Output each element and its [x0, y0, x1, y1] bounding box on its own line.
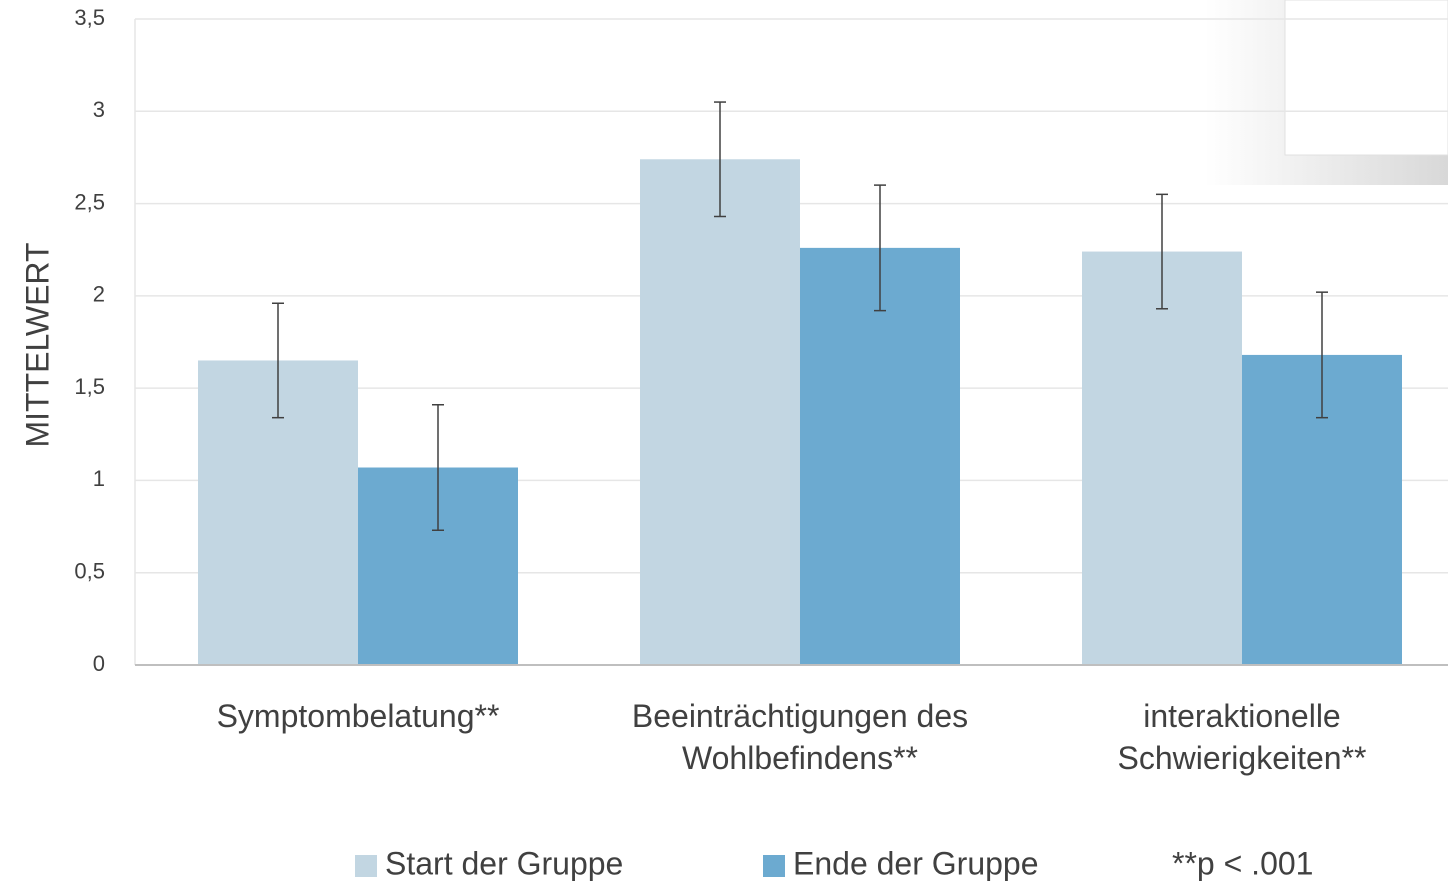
y-tick-label: 3	[93, 97, 105, 122]
y-tick-label: 0	[93, 651, 105, 676]
overlay-box	[1284, 0, 1448, 156]
y-tick-label: 3,5	[74, 5, 105, 30]
annotation: **p < .001	[1172, 845, 1313, 881]
y-tick-label: 1	[93, 466, 105, 491]
y-tick-label: 2	[93, 282, 105, 307]
y-tick-label: 1,5	[74, 374, 105, 399]
bar	[640, 159, 800, 665]
y-tick-label: 2,5	[74, 189, 105, 214]
legend-label: Ende der Gruppe	[793, 845, 1039, 881]
y-axis-title: MITTELWERT	[19, 242, 55, 447]
legend-swatch	[763, 855, 785, 877]
x-tick-label: Beeinträchtigungen des Wohlbefindens**	[631, 698, 969, 776]
legend-label: Start der Gruppe	[385, 845, 623, 881]
legend-swatch	[355, 855, 377, 877]
x-tick-label: Symptombelatung**	[216, 698, 500, 734]
bar	[800, 247, 960, 665]
y-tick-label: 0,5	[74, 559, 105, 584]
bar	[1082, 251, 1242, 665]
x-tick-label: interaktionelle Schwierigkeiten**	[1117, 698, 1367, 776]
